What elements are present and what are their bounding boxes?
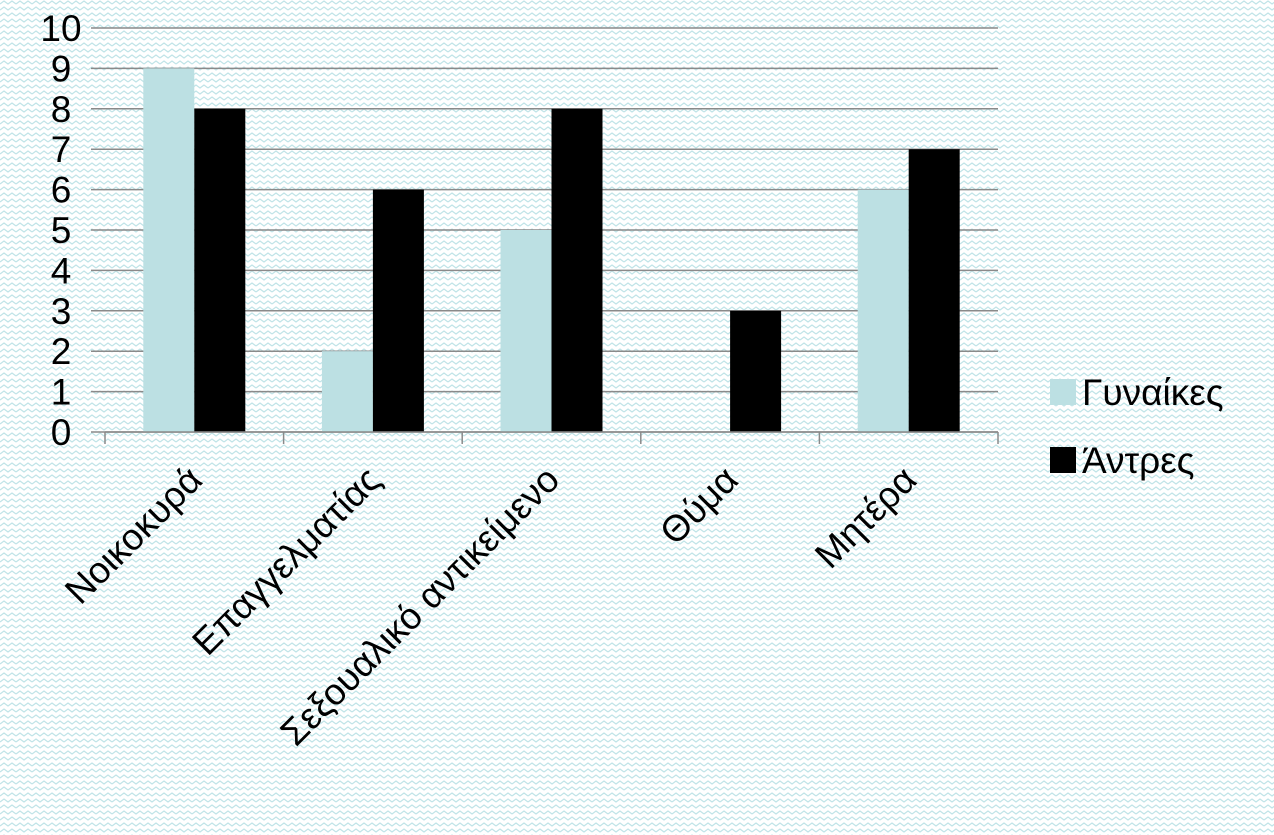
legend: Γυναίκες Άντρες <box>1050 372 1224 481</box>
bar-series1-1 <box>321 351 373 432</box>
y-tick-label-0: 0 <box>51 412 72 453</box>
y-tick-label-4: 4 <box>51 250 72 291</box>
legend-label-1: Άντρες <box>1082 440 1195 481</box>
legend-swatch-0 <box>1050 379 1076 405</box>
bar-series1-4 <box>857 189 909 432</box>
y-tick-label-10: 10 <box>40 8 81 49</box>
bar-series2-3 <box>730 310 782 432</box>
y-tick-label-5: 5 <box>51 210 72 251</box>
bar-series2-1 <box>372 189 424 432</box>
y-tick-label-8: 8 <box>51 89 72 130</box>
y-tick-label-7: 7 <box>51 129 72 170</box>
y-tick-label-3: 3 <box>51 291 72 332</box>
legend-swatch-1 <box>1050 447 1076 473</box>
bar-series1-2 <box>500 230 552 432</box>
legend-label-0: Γυναίκες <box>1082 372 1224 413</box>
bar-series2-0 <box>194 108 246 433</box>
y-tick-label-2: 2 <box>51 331 72 372</box>
x-axis <box>104 431 999 444</box>
bars <box>143 68 960 433</box>
bar-series2-4 <box>908 149 960 432</box>
bar-series2-2 <box>551 108 603 433</box>
y-tick-label-9: 9 <box>51 48 72 89</box>
y-tick-label-6: 6 <box>51 170 72 211</box>
y-tick-label-1: 1 <box>51 372 72 413</box>
bar-series1-0 <box>143 68 195 433</box>
